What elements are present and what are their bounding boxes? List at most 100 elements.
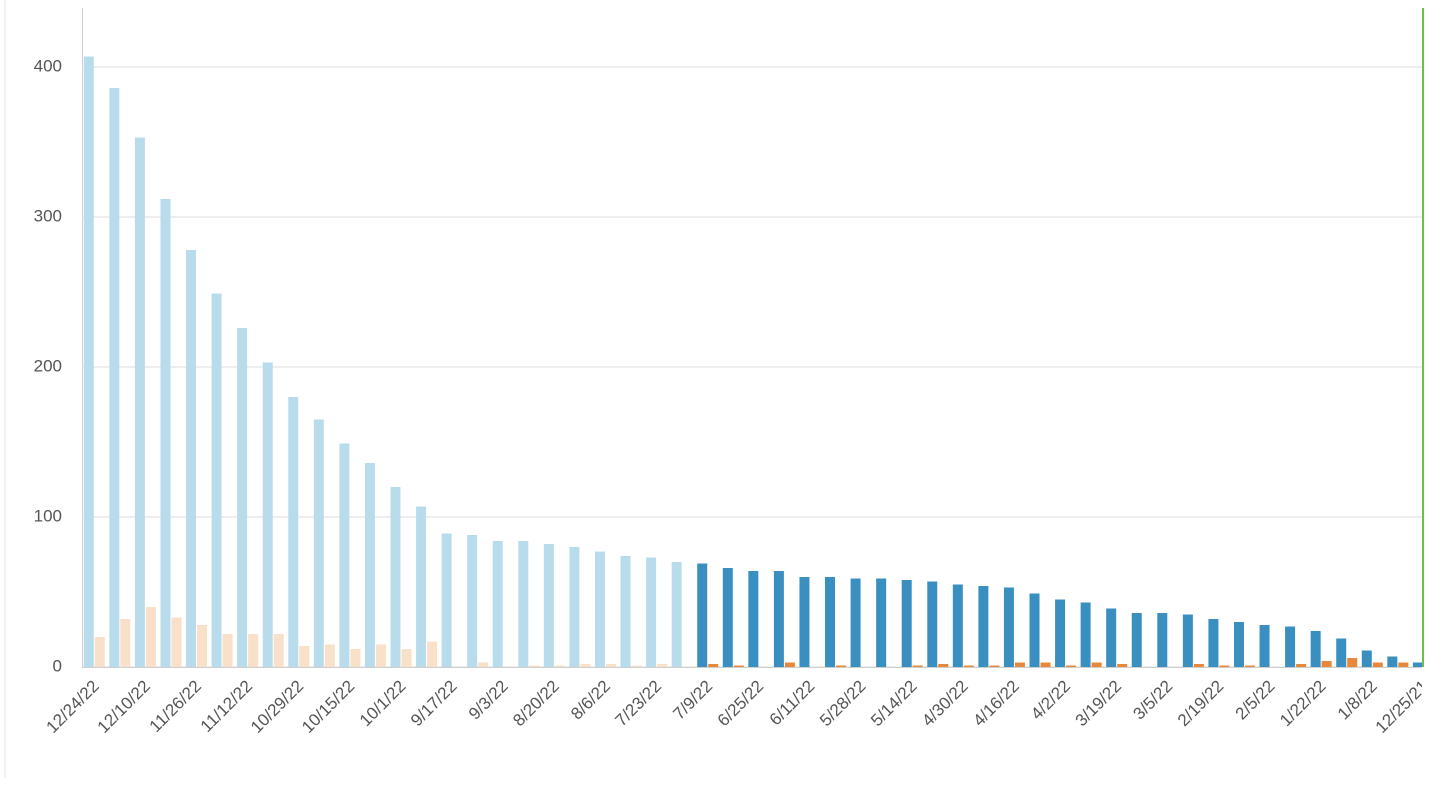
x-tick-label: 7/9/22: [669, 677, 716, 724]
bar: [1361, 650, 1372, 667]
bar: [416, 506, 427, 667]
x-tick-label: 2/5/22: [1232, 677, 1279, 724]
bar: [963, 665, 974, 667]
bar: [364, 463, 375, 667]
bar: [492, 541, 503, 667]
bar: [441, 533, 452, 667]
y-tick-label: 0: [53, 656, 62, 675]
bar: [989, 665, 1000, 667]
bar: [518, 541, 529, 667]
x-tick-label: 1/22/22: [1276, 677, 1330, 731]
bar: [145, 607, 156, 667]
bar: [748, 571, 759, 667]
bar: [1372, 662, 1383, 667]
bar: [478, 662, 489, 667]
x-tick-label: 5/28/22: [816, 677, 870, 731]
bar: [836, 665, 847, 667]
y-tick-label: 300: [34, 206, 62, 225]
x-tick-label: 9/3/22: [465, 677, 512, 724]
bar: [94, 637, 105, 667]
bar: [901, 580, 912, 667]
bar: [784, 662, 795, 667]
bar: [350, 649, 361, 667]
bar: [324, 644, 335, 667]
bar: [1285, 626, 1296, 667]
bar: [1157, 613, 1168, 667]
x-tick-label: 9/17/22: [407, 677, 461, 731]
bar: [1029, 593, 1040, 667]
x-tick-label: 6/11/22: [766, 677, 819, 730]
bar: [211, 293, 222, 667]
bar: [876, 578, 887, 667]
bar: [722, 568, 733, 667]
bar: [978, 586, 989, 667]
bar: [375, 644, 386, 667]
bar: [1208, 619, 1219, 667]
bar: [708, 664, 719, 667]
bar: [1066, 665, 1077, 667]
bar: [248, 634, 259, 667]
bar: [1412, 662, 1422, 667]
bar: [1182, 614, 1193, 667]
bar: [1387, 656, 1398, 667]
bar: [1296, 664, 1307, 667]
x-tick-label: 6/25/22: [714, 677, 768, 731]
x-tick-label: 11/26/22: [146, 677, 205, 736]
bar: [554, 665, 565, 667]
bar: [390, 487, 401, 667]
bar: [427, 641, 438, 667]
bar: [569, 547, 580, 667]
bar: [1106, 608, 1117, 667]
bar: [825, 577, 836, 667]
bar: [543, 544, 554, 667]
x-tick-label: 5/14/22: [867, 677, 921, 731]
bar: [697, 563, 708, 667]
bar: [160, 199, 171, 667]
bar: [83, 56, 94, 667]
bar: [109, 88, 120, 667]
bar: [594, 551, 605, 667]
bar: [339, 443, 350, 667]
bar: [171, 617, 182, 667]
x-tick-label: 10/15/22: [298, 677, 358, 737]
bar: [467, 535, 478, 667]
bar: [1014, 662, 1025, 667]
x-tick-label: 10/29/22: [247, 677, 307, 737]
bar: [313, 419, 324, 667]
bar: [1040, 662, 1051, 667]
bar: [222, 634, 233, 667]
plot-area: 12/24/2212/10/2211/26/2211/12/2210/29/22…: [43, 56, 1422, 737]
bar: [237, 328, 248, 667]
x-tick-label: 7/23/22: [612, 677, 666, 731]
bar: [1336, 638, 1347, 667]
bar: [1321, 661, 1332, 667]
bar: [657, 664, 668, 667]
y-tick-label: 100: [34, 506, 62, 525]
bar: [952, 584, 963, 667]
x-tick-label: 2/19/22: [1174, 677, 1228, 731]
x-tick-label: 10/1/22: [356, 677, 410, 731]
bar: [631, 665, 642, 667]
bar: [1233, 622, 1244, 667]
bar: [262, 362, 273, 667]
bar: [1131, 613, 1142, 667]
bar: [733, 665, 744, 667]
bar: [1398, 662, 1409, 667]
bar: [927, 581, 938, 667]
bar: [1091, 662, 1102, 667]
y-tick-label: 400: [34, 56, 62, 75]
bar: [186, 250, 197, 667]
bar: [1117, 664, 1128, 667]
bar: [850, 578, 861, 667]
bar: [620, 556, 631, 667]
x-tick-label: 1/8/22: [1334, 677, 1381, 724]
bar: [273, 634, 284, 667]
x-tick-label: 4/16/22: [969, 677, 1023, 731]
bar: [646, 557, 657, 667]
x-tick-label: 4/30/22: [918, 677, 972, 731]
y-tick-label: 200: [34, 356, 62, 375]
bar: [605, 664, 616, 667]
bar: [134, 137, 145, 667]
bar: [912, 665, 923, 667]
